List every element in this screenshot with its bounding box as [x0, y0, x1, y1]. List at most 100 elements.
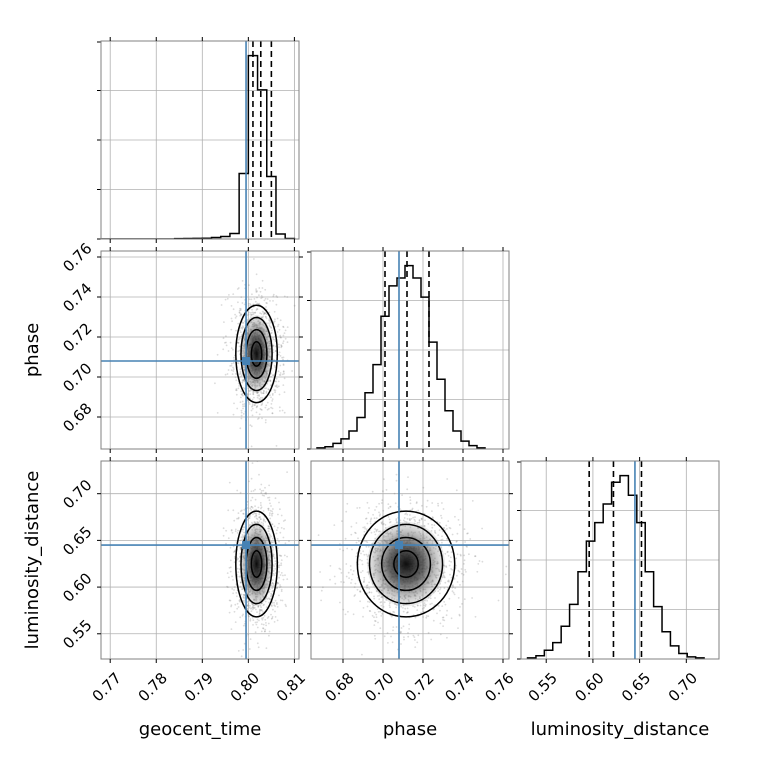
scatter-point — [230, 369, 233, 372]
scatter-point — [419, 604, 422, 607]
scatter-point — [371, 614, 374, 617]
scatter-point — [259, 396, 262, 399]
x-tick-label: 0.79 — [181, 669, 217, 705]
scatter-point — [412, 516, 415, 519]
scatter-point — [233, 519, 236, 522]
scatter-point — [232, 368, 235, 370]
scatter-point — [420, 518, 423, 521]
scatter-point — [278, 393, 281, 396]
scatter-point — [365, 545, 368, 548]
scatter-point — [270, 396, 272, 399]
scatter-point — [341, 520, 343, 522]
scatter-point — [256, 642, 259, 645]
scatter-point — [279, 599, 282, 602]
scatter-point — [447, 579, 450, 582]
scatter-point — [262, 611, 264, 613]
scatter-point — [270, 592, 273, 595]
scatter-point — [234, 528, 237, 531]
scatter-point — [376, 528, 379, 531]
scatter-point — [279, 554, 282, 557]
scatter-point — [247, 302, 250, 305]
scatter-point — [241, 327, 244, 330]
scatter-point — [235, 315, 238, 318]
scatter-point — [367, 545, 370, 548]
scatter-point — [366, 522, 369, 525]
scatter-point — [243, 601, 246, 603]
scatter-point — [236, 558, 239, 561]
scatter-point — [250, 499, 252, 502]
scatter-point — [400, 627, 403, 629]
scatter-point — [265, 622, 267, 624]
scatter-point — [274, 563, 277, 565]
scatter-point — [256, 621, 258, 623]
scatter-point — [279, 410, 281, 412]
x-tick-label: 0.80 — [227, 669, 263, 705]
scatter-point — [399, 519, 402, 522]
scatter-point — [227, 350, 230, 352]
scatter-point — [280, 588, 283, 591]
scatter-point — [241, 588, 243, 591]
scatter-point — [263, 312, 266, 314]
scatter-point — [384, 523, 387, 526]
scatter-point — [441, 502, 443, 504]
scatter-point — [260, 297, 263, 300]
scatter-point — [253, 396, 255, 399]
scatter-point — [278, 586, 281, 589]
scatter-point — [259, 488, 261, 491]
scatter-point — [421, 607, 424, 610]
scatter-point — [241, 322, 244, 324]
scatter-point — [270, 327, 273, 329]
scatter-point — [271, 394, 274, 396]
scatter-point — [457, 627, 459, 629]
scatter-point — [240, 313, 243, 316]
panel-frame — [310, 460, 510, 660]
scatter-point — [270, 594, 273, 597]
scatter-point — [271, 329, 273, 332]
scatter-point — [444, 552, 447, 555]
scatter-point — [450, 561, 452, 563]
scatter-point — [268, 484, 270, 487]
scatter-point — [243, 642, 246, 645]
scatter-point — [383, 601, 386, 604]
scatter-point — [239, 491, 242, 494]
scatter-point — [237, 301, 239, 304]
scatter-point — [438, 529, 441, 531]
scatter-point — [268, 532, 271, 535]
scatter-point — [239, 542, 242, 545]
scatter-point — [274, 497, 277, 500]
scatter-point — [455, 557, 458, 560]
scatter-point — [274, 610, 276, 613]
scatter-point — [251, 607, 253, 609]
x-tick-label: 0.76 — [481, 669, 517, 705]
scatter-point — [237, 571, 240, 573]
scatter-point — [264, 288, 267, 291]
scatter-point — [222, 534, 225, 537]
scatter-point — [282, 371, 285, 373]
scatter-point — [237, 387, 240, 390]
scatter-point — [407, 476, 409, 478]
panel-frame — [310, 250, 510, 450]
scatter-point — [360, 571, 362, 574]
scatter-point — [255, 508, 257, 511]
scatter-point — [456, 532, 459, 535]
scatter-point — [224, 341, 226, 344]
scatter-point — [379, 530, 381, 533]
x-axis-label-geocent-time: geocent_time — [139, 719, 262, 740]
scatter-point — [230, 529, 233, 532]
scatter-point — [257, 417, 260, 419]
scatter-point — [280, 514, 283, 517]
scatter-point — [261, 409, 263, 411]
scatter-point — [368, 587, 371, 590]
scatter-point — [260, 521, 263, 524]
scatter-point — [356, 507, 359, 509]
scatter-point — [237, 517, 240, 520]
scatter-point — [282, 326, 285, 328]
scatter-point — [260, 608, 262, 611]
scatter-point — [241, 380, 244, 383]
scatter-point — [260, 295, 263, 297]
scatter-point — [252, 490, 255, 492]
scatter-point — [237, 287, 240, 289]
scatter-point — [388, 604, 391, 607]
scatter-point — [443, 575, 446, 578]
scatter-point — [249, 393, 252, 396]
